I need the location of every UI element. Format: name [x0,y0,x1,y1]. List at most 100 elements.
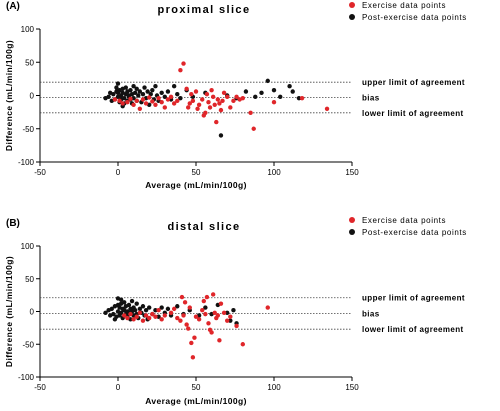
data-point-exercise [147,95,152,100]
data-point-exercise [217,338,222,343]
y-tick-label: 50 [25,58,34,67]
data-point-post-exercise [137,89,143,94]
data-point-exercise [265,305,270,310]
data-point-post-exercise [175,91,180,97]
x-tick-label: 0 [116,168,121,177]
chart-panel-2: (B) distal slice-50 0 50 100 150-100-50050100… [4,216,467,406]
panel-label: (B) [6,218,20,229]
data-point-post-exercise [259,90,264,96]
reference-line-label: upper limit of agreement [362,294,465,303]
x-tick: -50 [34,168,46,177]
legend-label: Post-exercise data points [362,228,467,237]
data-point-exercise [125,315,130,321]
data-point-exercise [240,95,245,101]
data-point-post-exercise [228,318,233,323]
data-point-exercise [215,97,221,102]
data-point-exercise [299,95,305,101]
data-point-exercise [120,101,125,106]
data-point-post-exercise [140,91,146,97]
x-tick: -50 [34,383,46,392]
data-point-post-exercise [118,310,124,316]
data-point-exercise [190,98,196,104]
data-point-exercise [131,102,136,108]
reference-line-label: bias [362,93,380,102]
data-point-exercise [210,292,216,297]
data-point-exercise [159,317,164,322]
data-point-exercise [210,94,216,100]
data-point-post-exercise [145,89,150,94]
data-point-exercise [140,318,146,323]
data-point-post-exercise [111,91,116,97]
data-point-exercise [178,68,183,73]
data-point-exercise [168,94,174,100]
y-tick: 100 [21,25,35,34]
data-point-exercise [128,96,133,102]
data-point-exercise [171,101,177,106]
data-point-post-exercise [178,95,183,101]
legend-marker [349,14,355,20]
y-tick-label: 0 [30,92,35,101]
data-point-exercise [168,310,174,316]
data-point-post-exercise [115,81,121,86]
data-point-post-exercise [134,86,139,92]
data-point-exercise [203,110,208,115]
chart-title: proximal slice [158,4,251,16]
data-point-exercise [112,97,118,102]
x-tick-label: 100 [267,383,281,392]
data-point-exercise [193,89,199,94]
data-point-exercise [143,313,149,318]
data-point-exercise [192,335,197,340]
data-point-post-exercise [271,87,277,93]
data-point-exercise [218,301,224,306]
x-tick-label: 150 [345,168,359,177]
data-point-exercise [221,90,227,96]
data-point-post-exercise [131,83,136,89]
data-point-post-exercise [118,297,124,302]
data-point-post-exercise [126,302,132,308]
data-point-post-exercise [156,314,161,319]
x-tick: 50 [192,383,201,392]
data-point-exercise [137,310,143,316]
y-axis-title: Difference (mL/min/100g) [4,40,14,151]
x-tick: 150 [345,168,359,177]
legend-label: Post-exercise data points [362,13,467,22]
x-tick: 150 [345,383,359,392]
data-point-post-exercise [253,94,258,100]
data-point-post-exercise [165,306,171,312]
data-point-exercise [178,318,183,323]
data-point-post-exercise [165,89,171,94]
data-point-exercise [195,106,200,112]
data-point-post-exercise [132,90,138,96]
data-point-exercise [131,317,136,322]
data-point-post-exercise [171,83,177,89]
data-point-exercise [248,110,253,115]
data-point-exercise [200,97,205,102]
data-point-post-exercise [287,83,292,89]
x-tick-label: 100 [267,168,281,177]
data-point-post-exercise [296,95,302,101]
data-point-exercise [143,101,149,106]
data-point-exercise [240,342,245,347]
data-point-exercise [271,99,277,105]
data-point-exercise [231,98,236,104]
y-tick: 0 [30,308,35,317]
legend-marker [349,217,355,223]
legend-label: Exercise data points [362,1,446,10]
y-tick-label: -50 [22,340,34,349]
data-point-exercise [186,105,191,110]
data-point-post-exercise [143,307,149,313]
data-point-exercise [209,87,214,93]
data-point-exercise [189,340,194,346]
y-tick-label: -50 [22,125,34,134]
data-point-exercise [204,294,210,300]
data-point-post-exercise [243,89,249,94]
data-point-post-exercise [290,89,295,94]
legend-marker [349,2,355,8]
data-point-post-exercise [122,300,127,305]
data-point-exercise [209,330,214,335]
data-point-exercise [187,305,192,310]
y-tick: 50 [25,58,34,67]
chart-title: distal slice [167,221,240,233]
data-point-exercise [134,98,139,104]
